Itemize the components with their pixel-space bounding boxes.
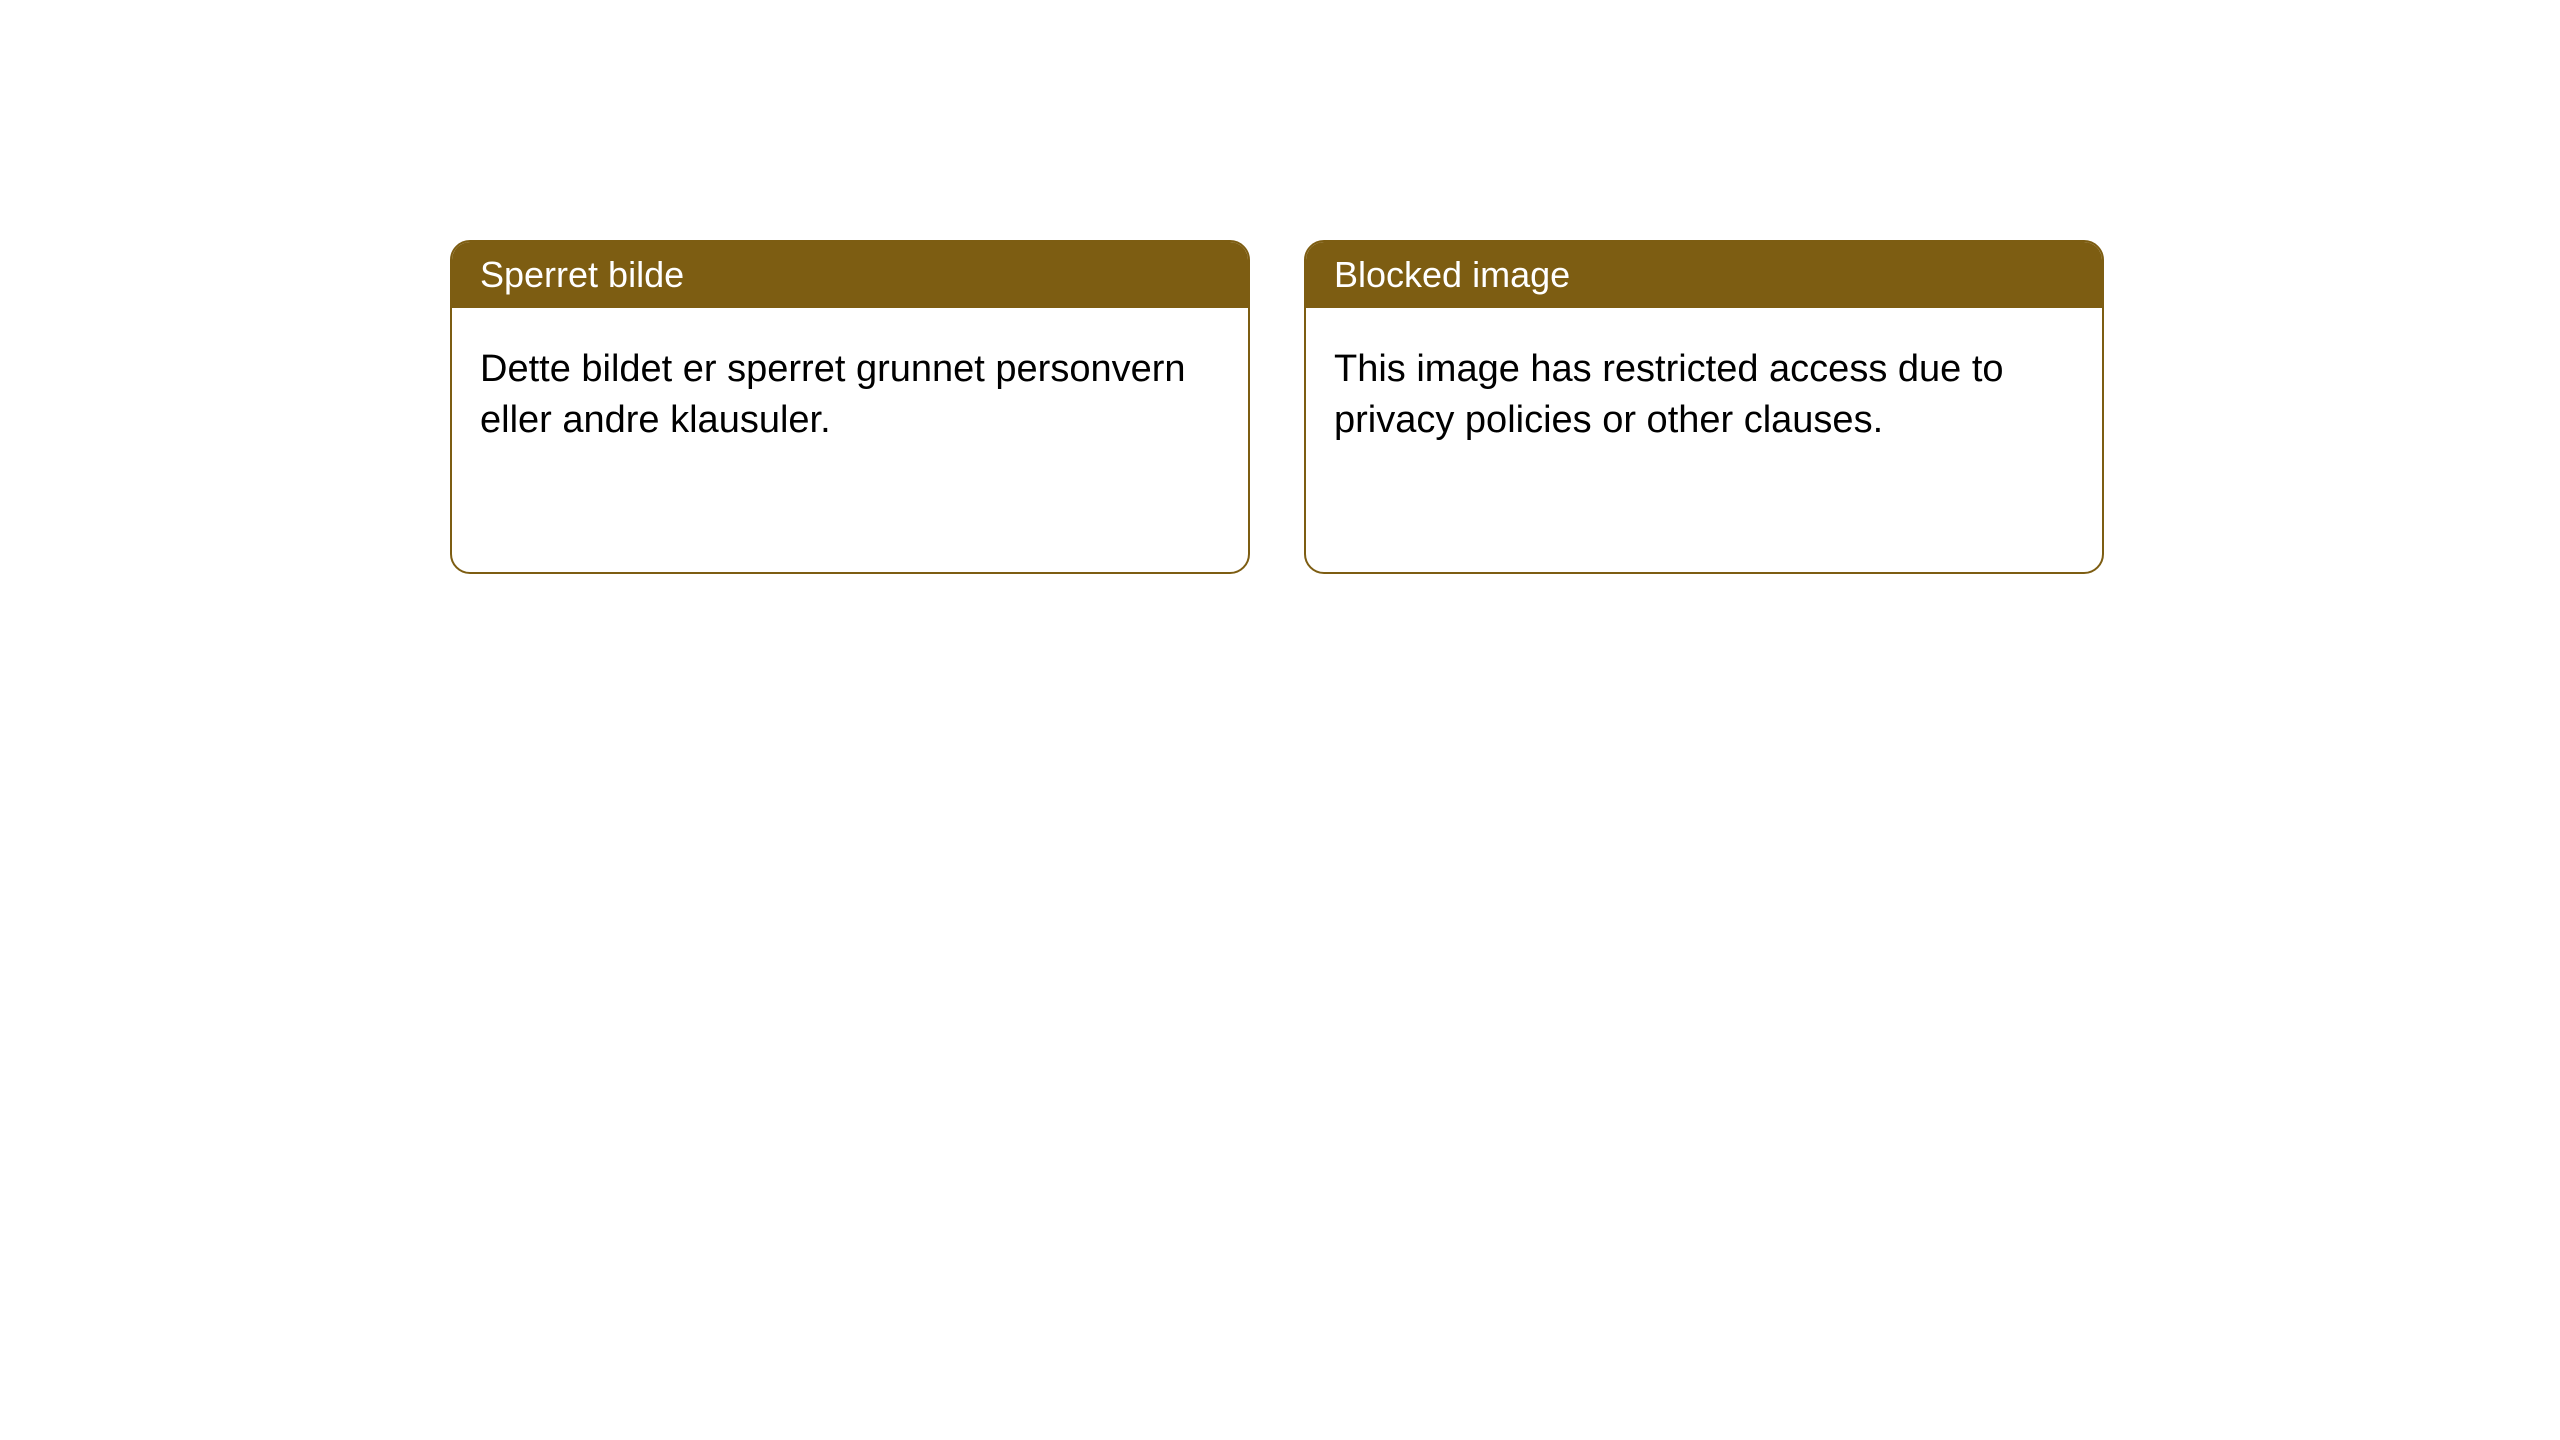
notice-body: Dette bildet er sperret grunnet personve… <box>452 308 1248 483</box>
notice-title: Blocked image <box>1334 254 1570 295</box>
notice-card-english: Blocked image This image has restricted … <box>1304 240 2104 574</box>
notice-header: Blocked image <box>1306 242 2102 308</box>
notice-message: Dette bildet er sperret grunnet personve… <box>480 348 1186 441</box>
notice-container: Sperret bilde Dette bildet er sperret gr… <box>0 0 2560 574</box>
notice-card-norwegian: Sperret bilde Dette bildet er sperret gr… <box>450 240 1250 574</box>
notice-body: This image has restricted access due to … <box>1306 308 2102 483</box>
notice-header: Sperret bilde <box>452 242 1248 308</box>
notice-message: This image has restricted access due to … <box>1334 348 2004 441</box>
notice-title: Sperret bilde <box>480 254 684 295</box>
